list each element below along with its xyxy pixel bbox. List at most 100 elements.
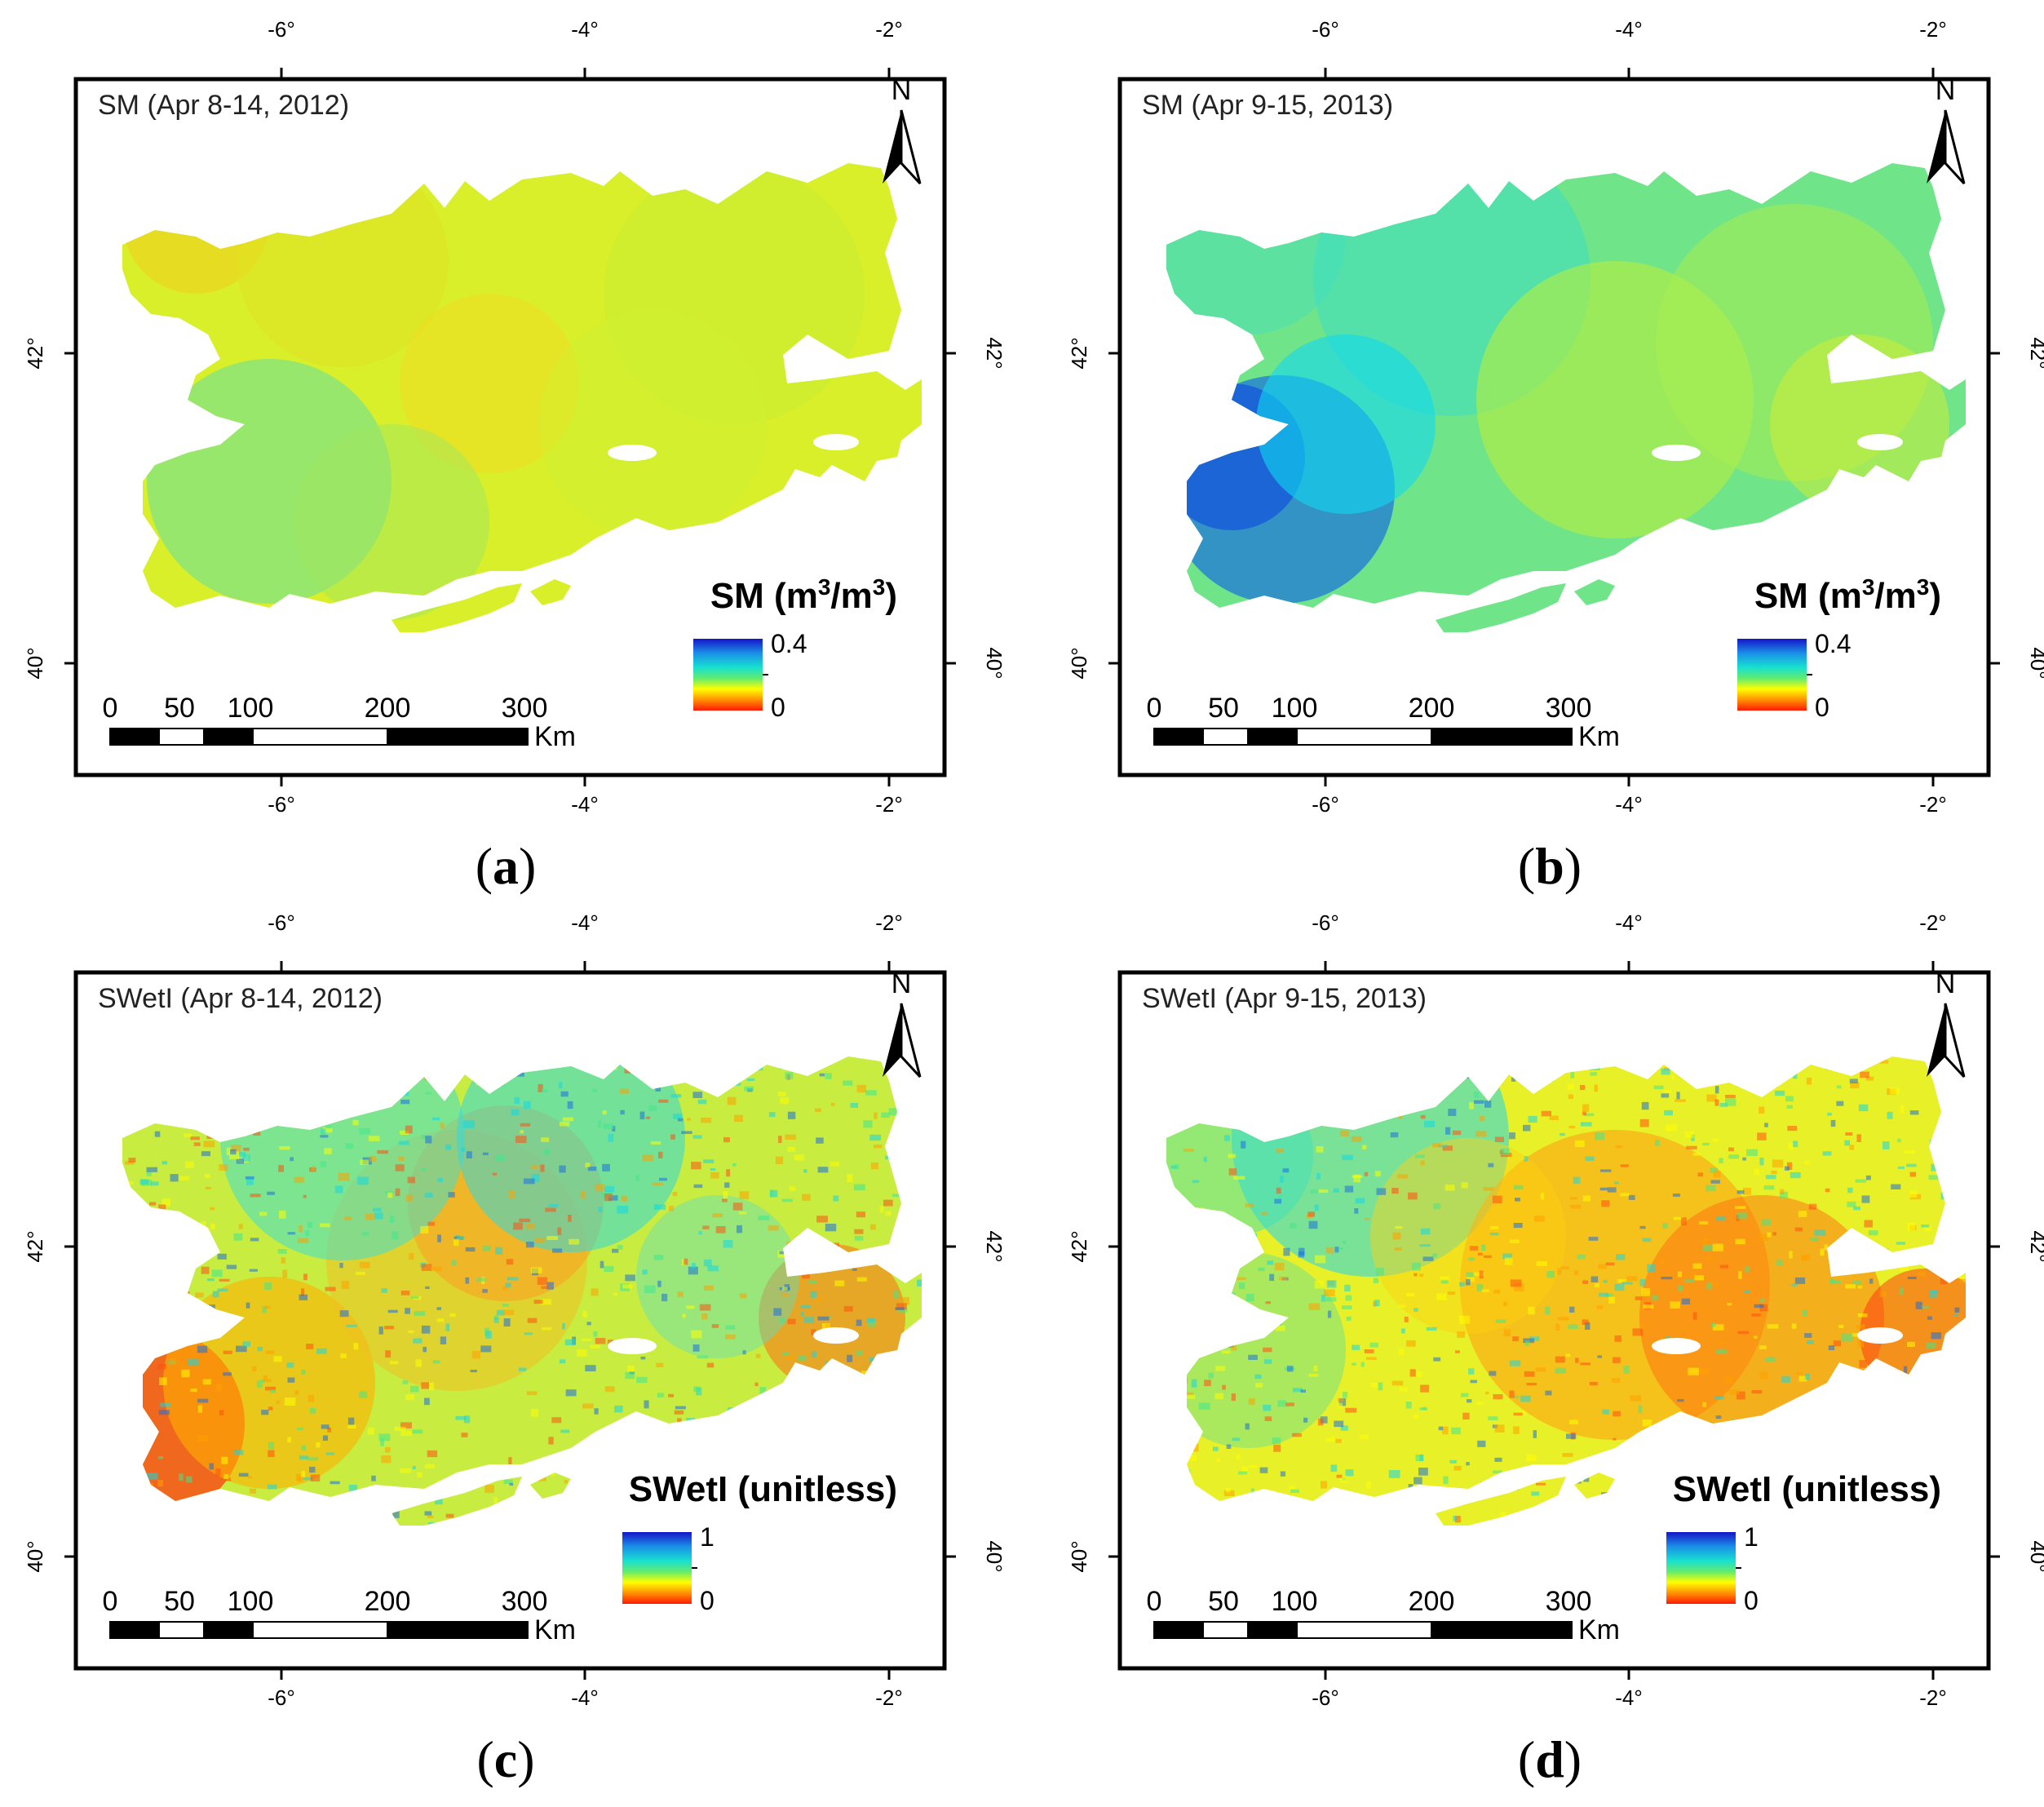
map-frame — [73, 970, 947, 1671]
panel-label-b: (b) — [1517, 837, 1582, 895]
lat-tick-left: 40° — [23, 647, 47, 679]
legend-title: SM (m3/m3) — [710, 574, 897, 616]
lon-tick-bottom: -6° — [268, 792, 295, 817]
legend-max: 0.4 — [1815, 629, 1851, 658]
lat-tick-right: 42° — [2026, 337, 2044, 369]
lat-tick-left: 40° — [23, 1540, 47, 1572]
legend-max: 1 — [1744, 1522, 1759, 1552]
legend-title: SWetI (unitless) — [629, 1469, 897, 1509]
lat-tick-left: 40° — [1067, 1540, 1091, 1572]
lon-tick-top: -6° — [268, 910, 295, 935]
map-panel-b: -6° -6° -4° -4° -2° -2° 42° 42° 40° 40° SM (Apr 9-… — [1067, 17, 2044, 817]
panel-label-d: (d) — [1517, 1730, 1582, 1788]
map-title: SM (Apr 9-15, 2013) — [1142, 90, 1393, 121]
lon-tick-bottom: -4° — [571, 792, 599, 817]
lon-tick-top: -2° — [875, 17, 903, 42]
legend-min: 0 — [700, 1586, 715, 1615]
lat-tick-left: 40° — [1067, 647, 1091, 679]
map-panel-d: -6° -6° -4° -4° -2° -2° 42° 42° 40° 40° SWetI (Apr… — [1067, 910, 2044, 1710]
raster-layer — [122, 163, 922, 632]
map-frame — [73, 77, 947, 777]
scale-label: 200 — [1409, 693, 1455, 724]
lon-tick-top: -6° — [268, 17, 295, 42]
map-title: SWetI (Apr 9-15, 2013) — [1142, 983, 1427, 1014]
raster-layer — [122, 1056, 922, 1526]
map-panel-a: -6° -6° -4° -4° -2° -2° 42° 42° 40° 40° SM (Apr 8-… — [23, 17, 1007, 817]
raster-layer — [1166, 163, 1966, 632]
map-frame — [1117, 970, 1991, 1671]
scale-label: 300 — [1546, 1586, 1592, 1617]
legend-color-ramp — [1737, 639, 1807, 711]
lon-tick-top: -2° — [875, 910, 903, 935]
legend-max: 1 — [700, 1522, 715, 1552]
lat-tick-right: 42° — [982, 337, 1007, 369]
scale-label: 50 — [1208, 1586, 1239, 1617]
lon-tick-bottom: -6° — [1312, 792, 1339, 817]
scale-unit: Km — [534, 721, 576, 752]
svg-text:N: N — [891, 75, 912, 106]
scale-label: 200 — [365, 1586, 411, 1617]
scale-label: 200 — [1409, 1586, 1455, 1617]
legend-max: 0.4 — [771, 629, 807, 658]
lat-tick-left: 42° — [1067, 1230, 1091, 1262]
scale-label: 50 — [164, 1586, 195, 1617]
raster-layer — [1166, 1056, 1966, 1526]
scale-label: 300 — [1546, 693, 1592, 724]
scale-label: 0 — [1147, 693, 1162, 724]
legend-min: 0 — [1815, 693, 1829, 722]
legend: SWetI (unitless) 1 0 — [1666, 1469, 1941, 1615]
scale-unit: Km — [1578, 721, 1620, 752]
legend-title: SWetI (unitless) — [1673, 1469, 1941, 1509]
north-arrow-icon: N — [883, 75, 922, 185]
legend-color-ramp — [1666, 1532, 1736, 1604]
legend-title: SM (m3/m3) — [1754, 574, 1941, 616]
lon-tick-top: -6° — [1312, 17, 1339, 42]
map-title: SM (Apr 8-14, 2012) — [98, 90, 349, 121]
panel-label-a: (a) — [475, 837, 537, 895]
scale-label: 200 — [365, 693, 411, 724]
lon-tick-top: -2° — [1919, 17, 1947, 42]
svg-text:N: N — [1936, 75, 1956, 106]
lon-tick-bottom: -6° — [1312, 1685, 1339, 1710]
lat-tick-right: 40° — [2026, 1540, 2044, 1572]
map-panel-c: -6° -6° -4° -4° -2° -2° 42° 42° 40° 40° SWetI (Apr… — [23, 910, 1007, 1710]
legend: SM (m3/m3) 0.4 0 — [1737, 574, 1941, 722]
legend-min: 0 — [771, 693, 785, 722]
lon-tick-bottom: -4° — [571, 1685, 599, 1710]
legend: SWetI (unitless) 1 0 — [622, 1469, 897, 1615]
lat-tick-right: 40° — [2026, 647, 2044, 679]
north-arrow-icon: N — [883, 968, 922, 1078]
lon-tick-bottom: -2° — [1919, 1685, 1947, 1710]
lon-tick-top: -4° — [1615, 17, 1643, 42]
scale-label: 0 — [103, 693, 118, 724]
scale-label: 300 — [502, 1586, 548, 1617]
panel-label-c: (c) — [476, 1730, 535, 1788]
lon-tick-top: -4° — [571, 910, 599, 935]
lat-tick-right: 40° — [982, 1540, 1007, 1572]
lat-tick-left: 42° — [23, 337, 47, 369]
scale-unit: Km — [1578, 1614, 1620, 1645]
lon-tick-top: -6° — [1312, 910, 1339, 935]
map-frame — [1117, 77, 1991, 777]
lon-tick-top: -4° — [571, 17, 599, 42]
svg-text:N: N — [891, 968, 912, 999]
scale-label: 100 — [1272, 693, 1318, 724]
lat-tick-right: 42° — [982, 1230, 1007, 1262]
lon-tick-bottom: -4° — [1615, 1685, 1643, 1710]
map-title: SWetI (Apr 8-14, 2012) — [98, 983, 383, 1014]
lon-tick-top: -2° — [1919, 910, 1947, 935]
scale-label: 0 — [103, 1586, 118, 1617]
legend-color-ramp — [622, 1532, 692, 1604]
lat-tick-right: 42° — [2026, 1230, 2044, 1262]
lon-tick-bottom: -2° — [875, 792, 903, 817]
scale-label: 50 — [1208, 693, 1239, 724]
scale-label: 50 — [164, 693, 195, 724]
legend: SM (m3/m3) 0.4 0 — [693, 574, 897, 722]
svg-text:N: N — [1936, 968, 1956, 999]
north-arrow-icon: N — [1927, 75, 1966, 185]
scale-label: 100 — [228, 693, 274, 724]
lon-tick-top: -4° — [1615, 910, 1643, 935]
